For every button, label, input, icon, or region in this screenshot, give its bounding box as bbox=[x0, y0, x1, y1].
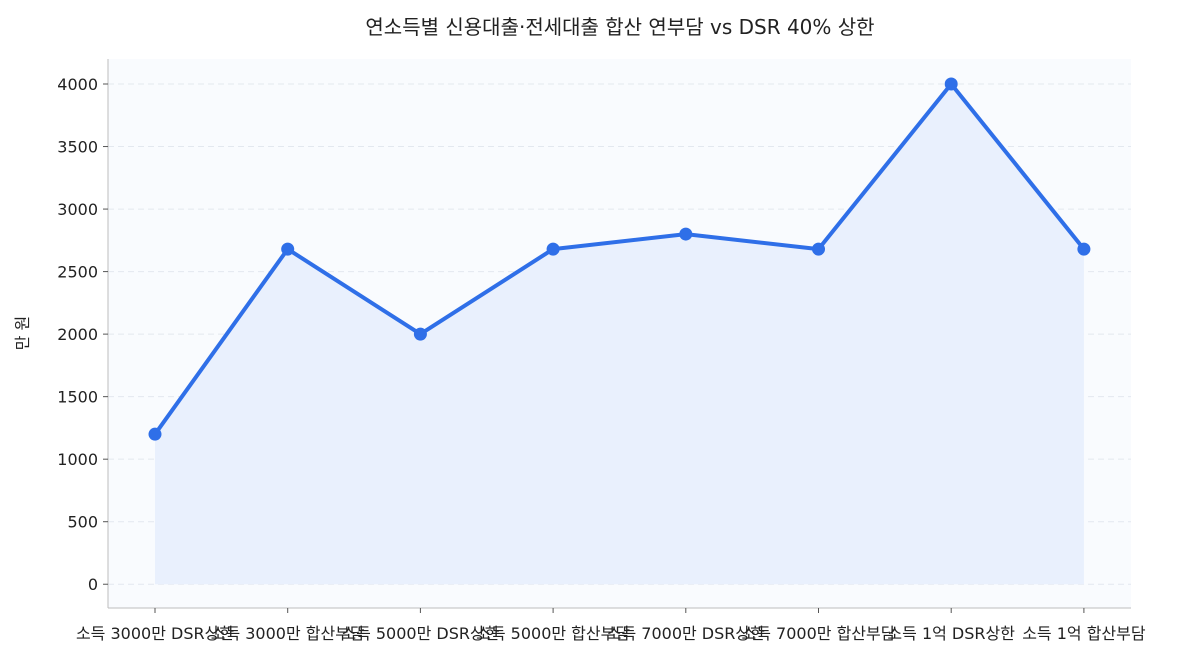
data-point bbox=[944, 77, 958, 91]
x-tick-label: 소득 1억 DSR상한 bbox=[887, 624, 1015, 643]
y-tick-label: 3500 bbox=[57, 138, 98, 157]
x-tick-label: 소득 7000만 합산부담 bbox=[742, 624, 896, 643]
y-tick-label: 4000 bbox=[57, 75, 98, 94]
x-tick-label: 소득 7000만 DSR상한 bbox=[607, 624, 765, 643]
series-line bbox=[153, 82, 1086, 437]
x-tick-label: 소득 5000만 DSR상한 bbox=[341, 624, 499, 643]
data-point bbox=[281, 242, 295, 256]
x-tick-label: 소득 3000만 DSR상한 bbox=[76, 624, 234, 643]
y-tick-label: 500 bbox=[67, 513, 98, 532]
data-point bbox=[148, 427, 162, 441]
y-tick-label: 1500 bbox=[57, 388, 98, 407]
chart-title: 연소득별 신용대출·전세대출 합산 연부담 vs DSR 40% 상한 bbox=[365, 15, 874, 39]
y-tick-label: 2500 bbox=[57, 263, 98, 282]
data-point bbox=[546, 242, 560, 256]
data-point bbox=[413, 327, 427, 341]
y-tick-label: 1000 bbox=[57, 450, 98, 469]
x-tick-label: 소득 5000만 합산부담 bbox=[476, 624, 630, 643]
x-tick-label: 소득 1억 합산부담 bbox=[1022, 624, 1146, 643]
y-tick-label: 0 bbox=[88, 575, 98, 594]
data-point bbox=[679, 227, 693, 241]
y-tick-label: 3000 bbox=[57, 200, 98, 219]
data-point bbox=[812, 242, 825, 256]
data-points bbox=[148, 77, 1091, 441]
x-tick-label: 소득 3000만 합산부담 bbox=[211, 624, 365, 643]
data-point bbox=[1077, 242, 1091, 256]
y-axis-label: 만 원 bbox=[13, 316, 32, 351]
y-axis-ticks: 0 500 1000 1500 2000 2500 3000 3500 4000 bbox=[57, 75, 108, 594]
y-tick-label: 2000 bbox=[57, 325, 98, 344]
